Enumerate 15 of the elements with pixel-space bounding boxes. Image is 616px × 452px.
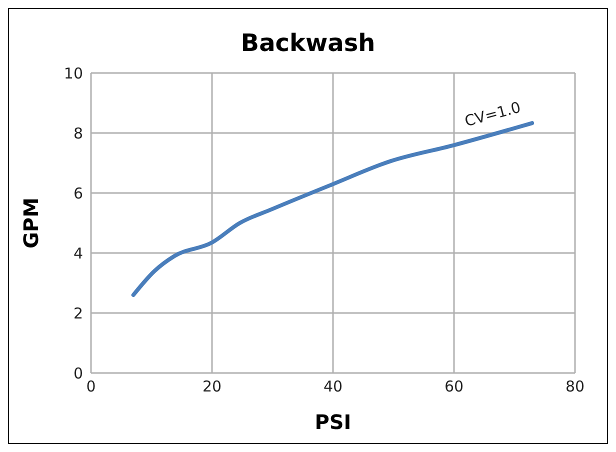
- chart-title: Backwash: [240, 29, 376, 59]
- x-tick-label: 60: [444, 378, 464, 396]
- x-tick-label: 0: [86, 378, 96, 396]
- x-tick-label: 20: [202, 378, 222, 396]
- y-tick-label: 6: [73, 184, 83, 202]
- annotation: CV=1.0: [462, 98, 523, 130]
- y-tick-label: 2: [73, 304, 83, 322]
- y-tick-label: 10: [64, 64, 83, 82]
- x-tick-label: 80: [565, 378, 585, 396]
- y-tick-label: 8: [73, 124, 83, 142]
- y-tick-label: 4: [73, 244, 83, 262]
- x-tick-label: 40: [323, 378, 343, 396]
- y-axis-title: GPM: [19, 198, 44, 248]
- y-tick-label: 0: [73, 364, 83, 382]
- x-axis-title: PSI: [314, 410, 352, 434]
